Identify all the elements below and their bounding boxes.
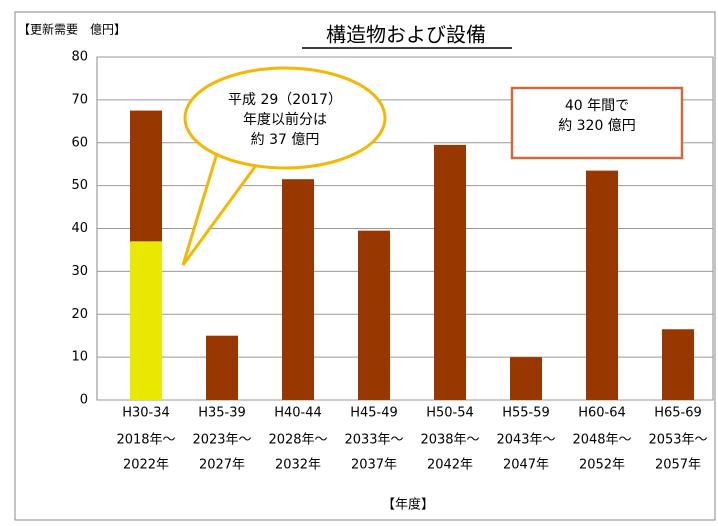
total-box	[510, 86, 684, 160]
x-tick-label: 2047年	[503, 458, 549, 473]
y-tick-label: 40	[71, 221, 88, 236]
chart-title: 構造物および設備	[326, 23, 486, 47]
y-axis-label: 【更新需要 億円】	[18, 22, 126, 37]
bar-segment	[510, 357, 542, 400]
callout	[181, 66, 387, 266]
bar-segment	[130, 241, 162, 400]
x-tick-label: H30-34	[122, 406, 170, 421]
x-tick-label: 2057年	[655, 458, 701, 473]
bar-segment	[206, 335, 238, 400]
x-tick-label: H65-69	[654, 406, 702, 421]
y-tick-label: 30	[71, 264, 88, 279]
x-tick-label: 2048年～	[572, 433, 631, 448]
annotation-text: 平成 29（2017）	[228, 92, 342, 108]
y-tick-label: 0	[80, 393, 88, 408]
callout-bubble	[183, 66, 387, 170]
y-tick-label: 20	[71, 307, 88, 322]
y-tick-label: 80	[71, 50, 88, 65]
x-tick-label: H60-64	[578, 406, 626, 421]
x-tick-label: 2037年	[351, 458, 397, 473]
x-tick-label: 2023年～	[192, 433, 251, 448]
x-tick-label: H40-44	[274, 406, 322, 421]
annotation-text: 40 年間で	[565, 98, 629, 114]
y-tick-label: 60	[71, 135, 88, 150]
annotation-text: 約 37 億円	[251, 132, 320, 148]
bar-segment	[282, 179, 314, 400]
x-tick-label: 2053年～	[648, 433, 707, 448]
bar-segment	[130, 110, 162, 242]
bar-segment	[434, 144, 466, 400]
x-tick-label: 2052年	[579, 458, 625, 473]
x-tick-label: 2028年～	[268, 433, 327, 448]
x-tick-label: 2043年～	[496, 433, 555, 448]
x-tick-label: 2032年	[275, 458, 321, 473]
x-tick-label: H50-54	[426, 406, 474, 421]
bars	[130, 110, 694, 400]
bar-segment	[358, 230, 390, 400]
annotation-text: 約 320 億円	[558, 118, 636, 134]
x-tick-label: 2027年	[199, 458, 245, 473]
annotation-text: 年度以前分は	[243, 111, 327, 128]
x-tick-label: 2038年～	[420, 433, 479, 448]
x-tick-label: 2018年～	[116, 433, 175, 448]
bar-segment	[662, 329, 694, 400]
y-tick-label: 50	[71, 178, 88, 193]
x-tick-label: H55-59	[502, 406, 550, 421]
x-axis-label: 【年度】	[382, 497, 434, 513]
x-tick-label: 2033年～	[344, 433, 403, 448]
y-tick-label: 70	[71, 92, 88, 107]
grid: 0 10 20 30 40 50 60 70 80 H30-34 2018年～ 2022年 H35-39…	[71, 50, 713, 473]
x-tick-label: H35-39	[198, 406, 246, 421]
y-tick-label: 10	[71, 350, 88, 365]
x-tick-label: 2022年	[123, 458, 169, 473]
x-tick-label: H45-49	[350, 406, 398, 421]
x-tick-label: 2042年	[427, 458, 473, 473]
callout-join	[217, 147, 261, 163]
bar-segment	[586, 170, 618, 400]
